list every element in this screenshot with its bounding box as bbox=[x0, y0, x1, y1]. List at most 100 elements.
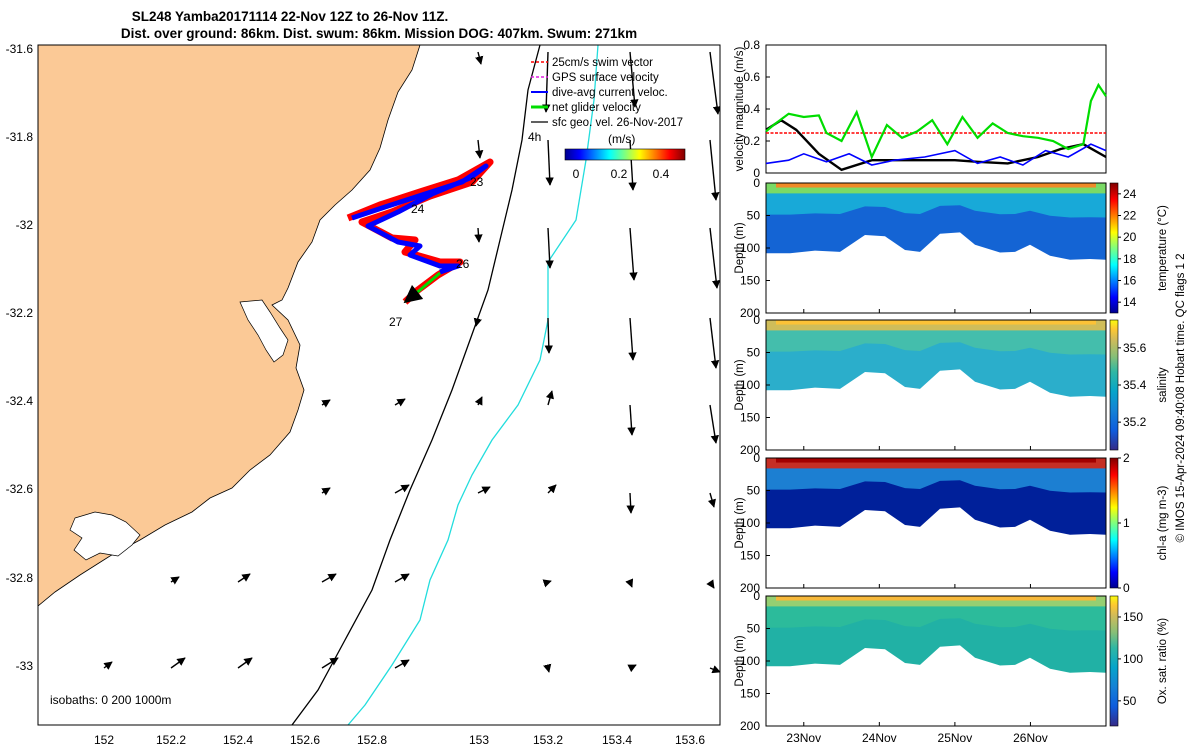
section-fill-surface bbox=[766, 183, 1106, 194]
velocity-ytick-label: 0.4 bbox=[743, 102, 760, 116]
glider-track: 23 24 26 27 bbox=[346, 158, 494, 329]
lat-tick: -31.8 bbox=[6, 130, 34, 144]
track-label-26: 26 bbox=[456, 257, 470, 271]
legend-net-glider: net glider velocity bbox=[552, 102, 641, 114]
colorbar-tick-label: 150 bbox=[1123, 610, 1143, 624]
depth-tick-label: 150 bbox=[740, 549, 760, 563]
geo-velocity-arrow bbox=[709, 227, 720, 289]
map-panel: 23 24 26 27 152 152.2 152.4 152.6 152.8 … bbox=[6, 42, 721, 747]
geo-velocity-arrow bbox=[628, 317, 637, 361]
geo-velocity-arrow bbox=[237, 657, 253, 669]
figure-title-line1: SL248 Yamba20171114 22-Nov 12Z to 26-Nov… bbox=[132, 9, 448, 24]
section-panel-chl-a: 0 50 100 150 200 Depth (m) 0 1 2 chl-a (mg m-3) bbox=[734, 451, 1169, 595]
geo-velocity-arrow bbox=[321, 573, 337, 583]
colorbar-tick-label: 100 bbox=[1123, 652, 1143, 666]
geo-velocity-arrow bbox=[707, 492, 716, 508]
geo-velocity-arrow bbox=[237, 573, 251, 583]
section-panel-oxygen: 0 50 100 150 200 Depth (m) 23Nov 24Nov 25Nov 26No… bbox=[734, 589, 1169, 745]
depth-tick-label: 100 bbox=[740, 241, 760, 255]
depth-tick-label: 0 bbox=[753, 313, 760, 327]
map-legend: 25cm/s swim vector GPS surface velocity … bbox=[528, 57, 686, 181]
geo-velocity-arrow bbox=[543, 663, 552, 673]
velocity-panel: 0 0.2 0.4 0.6 0.8 velocity magnitude (m/s) bbox=[734, 38, 1107, 180]
geo-velocity-arrow bbox=[394, 573, 410, 583]
depth-tick-label: 150 bbox=[740, 274, 760, 288]
colorbar-tick-label: 14 bbox=[1123, 295, 1137, 309]
colorbar-tick-label: 35.4 bbox=[1123, 378, 1147, 392]
time-scale-label: 4h bbox=[528, 130, 541, 144]
date-tick-label: 25Nov bbox=[938, 731, 973, 745]
depth-tick-label: 0 bbox=[753, 176, 760, 190]
section-colorbar bbox=[1109, 182, 1119, 314]
depth-ylabel: Depth (m) bbox=[734, 635, 746, 686]
lon-tick: 153 bbox=[469, 733, 489, 747]
section-fill-top bbox=[776, 320, 1096, 325]
velocity-ytick-label: 0.2 bbox=[743, 134, 760, 148]
velocity-ytick-label: 0.6 bbox=[743, 70, 760, 84]
depth-ylabel: Depth (m) bbox=[734, 222, 746, 273]
isobath-200m bbox=[291, 45, 541, 725]
legend-gps-velocity: GPS surface velocity bbox=[552, 72, 659, 84]
lat-tick: -32.2 bbox=[6, 306, 34, 320]
section-colorbar bbox=[1109, 457, 1119, 589]
series-line bbox=[765, 118, 1107, 172]
section-fill-top bbox=[776, 596, 1096, 601]
map-y-axis: -31.6 -31.8 -32 -32.2 -32.4 -32.6 -32.8 … bbox=[6, 42, 34, 673]
depth-tick-label: 50 bbox=[747, 346, 761, 360]
geo-velocity-arrow bbox=[545, 227, 554, 269]
colorbar-tick: 0 bbox=[573, 167, 580, 181]
track-label-23: 23 bbox=[470, 175, 484, 189]
colorbar-tick-label: 2 bbox=[1123, 451, 1130, 465]
colorbar-label: temperature (°C) bbox=[1157, 205, 1169, 291]
date-tick-label: 24Nov bbox=[862, 731, 897, 745]
geo-velocity-arrow bbox=[321, 487, 331, 496]
geo-velocity-arrow bbox=[709, 51, 720, 115]
depth-tick-label: 150 bbox=[740, 411, 760, 425]
geo-velocity-arrow bbox=[627, 664, 637, 673]
depth-tick-label: 100 bbox=[740, 516, 760, 530]
geo-velocity-arrow bbox=[321, 657, 339, 669]
geo-velocity-arrow bbox=[547, 484, 557, 494]
colorbar-tick-label: 0 bbox=[1123, 581, 1130, 595]
legend-sfc-geo-vel: sfc geo. vel. 26-Nov-2017 bbox=[552, 117, 683, 129]
velocity-ylabel: velocity magnitude (m/s) bbox=[734, 47, 746, 172]
colorbar-tick-label: 35.2 bbox=[1123, 415, 1147, 429]
lon-tick: 152 bbox=[94, 733, 114, 747]
isobath-1000m bbox=[347, 45, 599, 725]
series-line bbox=[765, 143, 1107, 166]
colorbar-tick-label: 24 bbox=[1123, 187, 1137, 201]
depth-tick-label: 100 bbox=[740, 378, 760, 392]
section-fill-top bbox=[776, 458, 1096, 463]
legend-dive-current: dive-avg current veloc. bbox=[552, 87, 668, 99]
section-panel-salinity: 0 50 100 150 200 Depth (m) 35.2 35.4 35.6 salinit… bbox=[734, 313, 1169, 457]
colorbar-tick-label: 35.6 bbox=[1123, 341, 1147, 355]
geo-velocity-arrow bbox=[474, 139, 484, 159]
depth-tick-label: 200 bbox=[740, 719, 760, 733]
depth-tick-label: 0 bbox=[753, 589, 760, 603]
geo-velocity-arrow bbox=[709, 404, 719, 444]
depth-tick-label: 150 bbox=[740, 687, 760, 701]
isobaths-label: isobaths: 0 200 1000m bbox=[50, 693, 171, 707]
section-fill-top bbox=[776, 183, 1096, 188]
geo-velocity-arrow bbox=[709, 665, 720, 674]
depth-ylabel: Depth (m) bbox=[734, 359, 746, 410]
date-tick-label: 23Nov bbox=[786, 731, 821, 745]
colorbar-tick-label: 22 bbox=[1123, 209, 1137, 223]
depth-tick-label: 50 bbox=[747, 209, 761, 223]
footer-credit: © IMOS 15-Apr-2024 09:40:08 Hobart time.… bbox=[1175, 253, 1187, 542]
colorbar-tick-label: 50 bbox=[1123, 694, 1137, 708]
geo-velocity-arrow bbox=[629, 227, 638, 281]
depth-tick-label: 50 bbox=[747, 622, 761, 636]
geo-velocity-arrow bbox=[545, 139, 554, 186]
geo-velocity-arrow bbox=[170, 576, 180, 585]
geo-velocity-arrow bbox=[625, 578, 634, 588]
lon-tick: 152.6 bbox=[290, 733, 320, 747]
section-colorbar bbox=[1109, 319, 1119, 451]
depth-tick-label: 100 bbox=[740, 654, 760, 668]
lon-tick: 152.2 bbox=[156, 733, 186, 747]
lat-tick: -31.6 bbox=[6, 42, 34, 56]
colorbar-label: chl-a (mg m-3) bbox=[1157, 485, 1169, 560]
geo-velocity-arrow bbox=[394, 484, 410, 494]
section-fill-surface bbox=[766, 320, 1106, 331]
